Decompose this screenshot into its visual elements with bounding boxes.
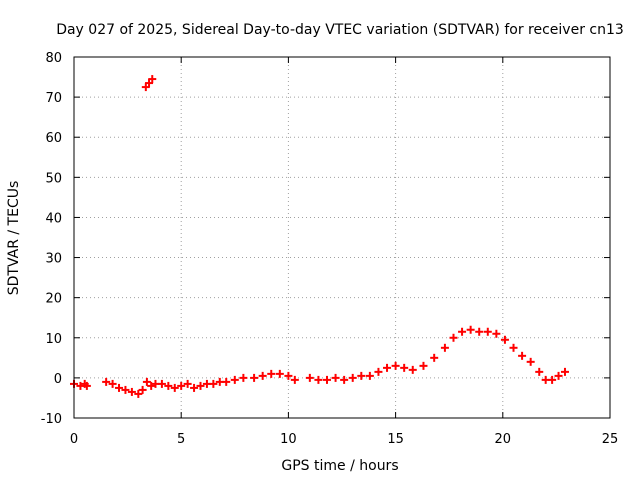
x-tick-label: 10 [280,432,297,447]
data-point [314,375,323,384]
data-point [170,383,179,392]
data-point [209,379,218,388]
data-point [275,369,284,378]
data-point [440,343,449,352]
data-point [466,325,475,334]
data-point [148,75,157,84]
data-point [408,365,417,374]
data-point [157,379,166,388]
data-point [142,377,151,386]
data-point [145,79,154,88]
data-point [518,351,527,360]
data-point [82,381,91,390]
data-point [560,367,569,376]
data-point [127,387,136,396]
data-point [134,389,143,398]
data-point [258,371,267,380]
data-point [492,329,501,338]
data-point [391,361,400,370]
data-point [548,375,557,384]
data-points [70,75,569,398]
chart-title: Day 027 of 2025, Sidereal Day-to-day VTE… [56,22,624,38]
data-point [250,373,259,382]
data-point [348,373,357,382]
data-point [331,373,340,382]
x-tick-label: 5 [177,432,185,447]
x-tick-label: 0 [70,432,78,447]
data-point [121,385,130,394]
data-point [284,371,293,380]
data-point [475,327,484,336]
data-point [108,379,117,388]
data-point [500,335,509,344]
data-point [374,367,383,376]
data-point [509,343,518,352]
y-tick-label: -10 [41,412,62,427]
y-tick-label: 50 [45,171,62,186]
x-tick-label: 25 [602,432,619,447]
y-tick-label: 60 [45,131,62,146]
data-point [190,383,199,392]
data-point [138,385,147,394]
data-point [340,375,349,384]
data-point [526,357,535,366]
y-tick-label: 20 [45,292,62,307]
y-tick-label: 80 [45,51,62,66]
y-tick-label: 10 [45,332,62,347]
data-point [365,371,374,380]
data-point [322,375,331,384]
data-point [290,375,299,384]
data-point [458,327,467,336]
data-point [267,369,276,378]
data-point [430,353,439,362]
data-point [164,381,173,390]
data-point [449,333,458,342]
data-point [554,371,563,380]
data-point [305,373,314,382]
y-tick-label: 40 [45,211,62,226]
y-tick-label: 70 [45,91,62,106]
data-point [230,375,239,384]
data-point [535,367,544,376]
data-point [222,377,231,386]
data-point [177,381,186,390]
y-tick-label: 0 [54,372,62,387]
data-point [483,327,492,336]
data-point [239,373,248,382]
plot-frame [73,56,611,419]
data-point [102,377,111,386]
data-point [357,371,366,380]
data-point [400,363,409,372]
data-point [383,363,392,372]
data-point [115,383,124,392]
x-tick-label: 20 [495,432,512,447]
x-axis-label: GPS time / hours [281,458,398,474]
y-tick-label: 30 [45,252,62,267]
data-point [141,83,150,92]
data-point [183,379,192,388]
x-tick-label: 15 [387,432,404,447]
y-axis-label: SDTVAR / TECUs [6,181,22,296]
data-point [419,361,428,370]
grid-lines [74,57,610,418]
data-point [147,381,156,390]
data-point [196,381,205,390]
axis-ticks: 0 5 10 15 20 25 -10 0 10 20 30 40 50 60 70 80 [41,51,619,447]
